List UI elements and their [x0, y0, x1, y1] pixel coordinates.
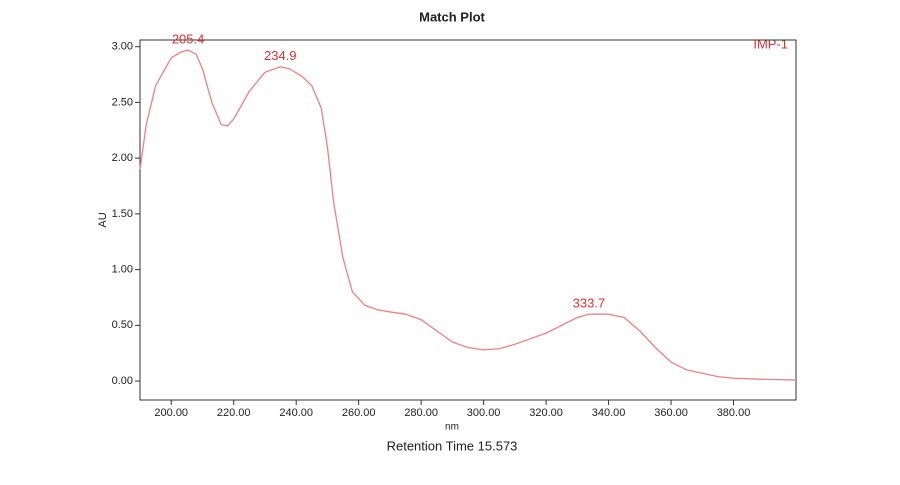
peak-label: 234.9 — [264, 48, 297, 63]
x-axis-label: nm — [445, 422, 459, 433]
x-tick-label: 380.00 — [717, 407, 751, 419]
y-tick-label: 1.00 — [112, 264, 133, 276]
x-tick-label: 280.00 — [404, 407, 438, 419]
y-tick-label: 3.00 — [112, 41, 133, 53]
y-tick-label: 2.50 — [112, 96, 133, 108]
y-tick-label: 0.00 — [112, 375, 133, 387]
peak-label: 205.4 — [172, 31, 205, 46]
x-tick-label: 200.00 — [154, 407, 188, 419]
x-tick-label: 360.00 — [654, 407, 688, 419]
y-axis-label: AU — [97, 212, 109, 227]
legend-entry: IMP-1 — [753, 36, 788, 51]
chart-title: Match Plot — [419, 9, 485, 24]
footer: Retention Time 15.573 — [387, 438, 518, 453]
x-tick-label: 220.00 — [217, 407, 251, 419]
y-tick-label: 2.00 — [112, 152, 133, 164]
y-tick-label: 1.50 — [112, 208, 133, 220]
series-line — [139, 49, 797, 381]
plot-frame — [139, 39, 797, 401]
x-tick-label: 240.00 — [279, 407, 313, 419]
x-tick-label: 300.00 — [467, 407, 501, 419]
x-tick-label: 260.00 — [342, 407, 376, 419]
x-tick-label: 340.00 — [592, 407, 626, 419]
x-tick-label: 320.00 — [529, 407, 563, 419]
peak-label: 333.7 — [573, 296, 606, 311]
y-tick-label: 0.50 — [112, 319, 133, 331]
